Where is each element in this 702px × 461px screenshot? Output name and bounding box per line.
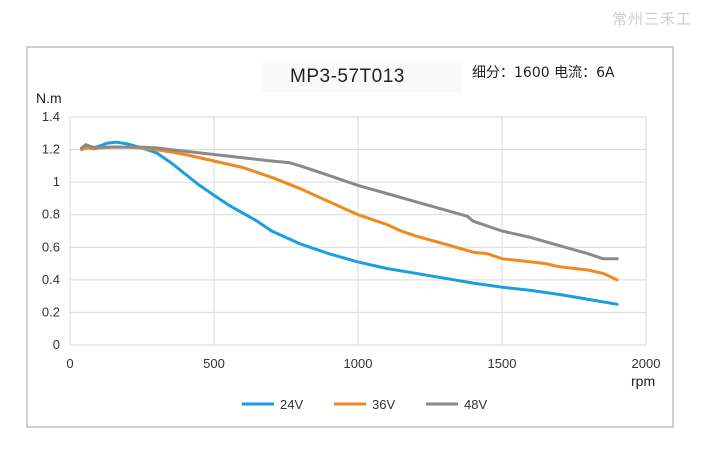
y-tick-label: 1.4	[42, 109, 60, 124]
x-tick-label: 0	[66, 356, 73, 371]
y-tick-label: 0.2	[42, 304, 60, 319]
watermark: 常州三禾工	[611, 10, 692, 28]
x-tick-label: 1500	[488, 356, 517, 371]
title-background	[262, 62, 462, 92]
series-lines	[80, 140, 619, 306]
y-tick-label: 1	[53, 174, 60, 189]
x-axis-label: rpm	[631, 373, 655, 389]
y-tick-label: 0	[53, 337, 60, 352]
grid	[69, 116, 647, 346]
y-tick-label: 0.6	[42, 239, 60, 254]
axes: 0 0.2 0.4 0.6 0.8 1 1.2 1.4 0 500 1000 1500 2000 N.m r…	[36, 90, 660, 389]
y-tick-label: 1.2	[42, 142, 60, 157]
series-line-24v	[80, 140, 619, 306]
series-line-48v	[80, 143, 619, 261]
legend-label-24v: 24V	[280, 397, 303, 412]
x-tick-label: 1000	[344, 356, 373, 371]
legend: 24V 36V 48V	[242, 397, 487, 412]
y-axis-label: N.m	[36, 90, 62, 106]
y-tick-label: 0.4	[42, 272, 60, 287]
y-tick-label: 0.8	[42, 207, 60, 222]
x-tick-label: 500	[203, 356, 225, 371]
legend-label-36v: 36V	[372, 397, 395, 412]
legend-label-48v: 48V	[464, 397, 487, 412]
x-tick-label: 2000	[632, 356, 661, 371]
chart-title: MP3-57T013	[290, 66, 405, 87]
chart-subtitle: 细分：1600 电流：6A	[472, 65, 615, 81]
chart-frame	[26, 46, 674, 428]
